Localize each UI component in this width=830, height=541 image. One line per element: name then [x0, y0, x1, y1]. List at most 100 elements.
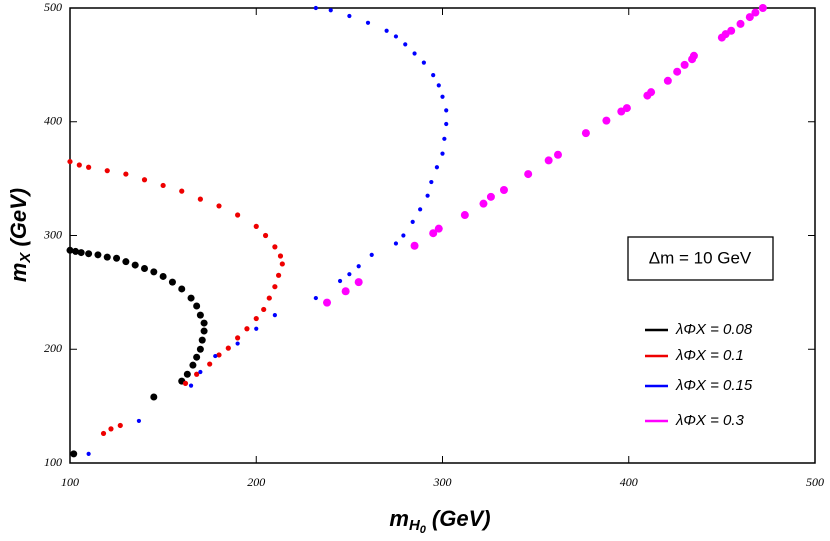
point — [216, 352, 222, 358]
point — [85, 250, 93, 258]
point — [100, 430, 107, 437]
plot-frame — [69, 7, 816, 464]
point — [758, 4, 767, 12]
point — [253, 223, 259, 229]
point — [104, 168, 110, 174]
point — [244, 326, 250, 332]
point — [479, 199, 488, 208]
point — [431, 73, 436, 78]
point — [524, 170, 533, 179]
x-tick-label: 400 — [620, 475, 638, 489]
x-label-base: m — [389, 506, 409, 531]
x-label-subsub: 0 — [420, 524, 427, 536]
point — [168, 278, 176, 286]
point — [254, 326, 259, 331]
x-tick-label: 500 — [806, 475, 824, 489]
x-axis-label: mH0 (GeV) — [389, 506, 490, 536]
point — [131, 261, 139, 269]
legend-label: λΦX = 0.3 — [675, 412, 745, 429]
point — [103, 253, 111, 261]
x-label-sub: H — [409, 517, 421, 534]
point — [421, 60, 426, 65]
point — [354, 278, 363, 287]
legend-label: λΦX = 0.1 — [675, 347, 744, 364]
point — [159, 272, 167, 280]
point — [266, 295, 272, 301]
point — [689, 51, 698, 60]
point — [108, 426, 114, 432]
point — [486, 192, 495, 201]
x-tick-label: 200 — [247, 475, 265, 489]
point — [117, 422, 123, 429]
x-label-unit: (GeV) — [432, 506, 491, 531]
point — [745, 13, 754, 22]
point — [235, 212, 241, 218]
point — [189, 361, 197, 369]
point — [272, 313, 277, 318]
point — [323, 298, 332, 307]
point — [436, 83, 441, 88]
point — [67, 158, 73, 165]
point — [499, 186, 508, 194]
point — [440, 94, 445, 99]
point — [72, 247, 80, 255]
point — [141, 264, 148, 272]
point — [86, 164, 92, 170]
point — [444, 108, 449, 113]
point — [279, 261, 285, 267]
point — [86, 451, 91, 456]
point — [160, 182, 166, 189]
point — [369, 252, 374, 257]
point — [277, 253, 284, 259]
annotation: Δm = 10 GeV — [649, 248, 752, 267]
legend-label: λΦX = 0.08 — [675, 321, 753, 338]
y-tick-label: 100 — [44, 455, 62, 469]
point — [581, 129, 590, 138]
point — [194, 371, 200, 377]
point — [196, 311, 204, 319]
point — [136, 418, 142, 424]
point — [622, 104, 631, 113]
y-tick-label: 300 — [43, 227, 62, 241]
point — [77, 249, 85, 257]
y-label-sub: X — [17, 252, 34, 264]
point — [663, 76, 672, 85]
point — [393, 241, 399, 246]
point — [727, 26, 736, 35]
point — [736, 19, 745, 28]
point — [197, 196, 203, 202]
point — [276, 272, 282, 278]
point — [429, 229, 438, 238]
point — [444, 121, 449, 127]
point — [113, 254, 121, 262]
point — [313, 5, 318, 11]
point — [213, 353, 218, 359]
point — [328, 8, 333, 13]
point — [602, 116, 611, 125]
point — [673, 67, 682, 76]
point — [225, 345, 231, 351]
point — [410, 241, 419, 250]
point — [66, 246, 74, 254]
point — [188, 383, 194, 388]
point — [216, 203, 222, 209]
point — [401, 233, 406, 238]
point — [412, 51, 417, 56]
point — [680, 60, 689, 69]
point — [442, 136, 447, 141]
point — [425, 193, 430, 198]
point — [94, 251, 102, 259]
y-tick-label: 400 — [44, 114, 62, 128]
x-tick-label: 100 — [61, 475, 79, 489]
x-tick-label: 300 — [433, 475, 452, 489]
point — [313, 295, 318, 301]
point — [187, 294, 195, 302]
point — [272, 284, 278, 290]
point — [178, 285, 186, 293]
point — [341, 287, 350, 296]
point — [403, 42, 408, 47]
point — [150, 268, 158, 276]
point — [460, 211, 469, 220]
point — [193, 302, 201, 310]
